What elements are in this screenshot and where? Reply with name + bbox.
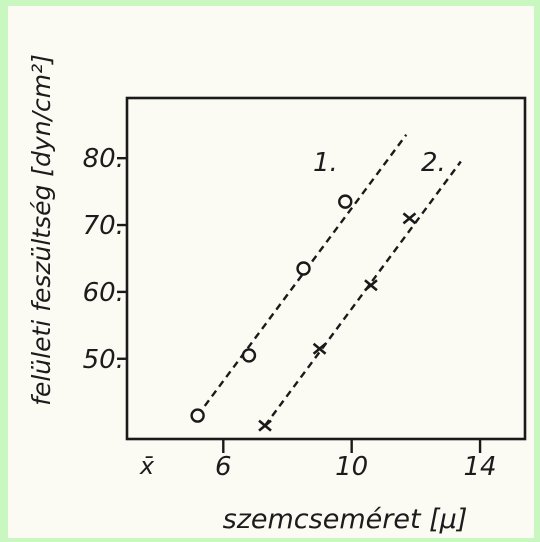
- cross-stroke: [258, 419, 272, 432]
- series-2-point-2: [312, 342, 327, 355]
- x-tick-label-6: 6: [215, 452, 232, 482]
- x-mean-label: x̄: [139, 452, 155, 480]
- y-tick-label-70: 70.: [83, 211, 124, 241]
- y-tick-label-60: 60.: [83, 278, 124, 308]
- cross-stroke: [364, 279, 378, 292]
- series-1-point-3: [296, 261, 311, 276]
- series-1-point-1: [190, 408, 205, 423]
- y-tick-label-50: 50.: [83, 345, 124, 375]
- series-2-line: [264, 160, 462, 427]
- plot-area-border: [125, 96, 527, 441]
- x-tick-label-10: 10: [335, 452, 368, 482]
- x-axis-label: szemcseméret [μ]: [223, 504, 468, 535]
- series-label-2: 2.: [421, 148, 446, 178]
- series-2-point-3: [364, 279, 378, 292]
- series-label-1: 1.: [313, 148, 338, 178]
- cross-stroke: [402, 212, 417, 225]
- y-axis-label: felületi feszültség [dyn/cm²]: [27, 54, 56, 406]
- series-1-point-4: [338, 194, 353, 209]
- figure-frame: [8, 6, 534, 538]
- x-tick-label-14: 14: [464, 452, 497, 482]
- y-tick-label-80: 80.: [83, 144, 124, 174]
- series-1-point-2: [241, 348, 257, 363]
- cross-stroke: [312, 342, 327, 355]
- series-2-point-4: [402, 212, 417, 225]
- series-2-point-1: [258, 419, 272, 432]
